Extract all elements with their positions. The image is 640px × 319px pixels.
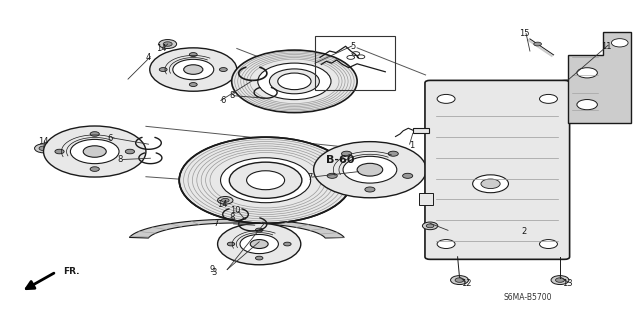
Circle shape xyxy=(422,222,438,230)
Circle shape xyxy=(388,151,398,156)
Circle shape xyxy=(250,240,268,249)
Text: S6MA-B5700: S6MA-B5700 xyxy=(504,293,552,302)
Polygon shape xyxy=(129,219,344,238)
Text: 11: 11 xyxy=(602,42,612,51)
Circle shape xyxy=(189,83,197,86)
Circle shape xyxy=(540,94,557,103)
Text: 12: 12 xyxy=(461,279,471,288)
Text: 14: 14 xyxy=(218,200,228,209)
Circle shape xyxy=(232,50,357,113)
Circle shape xyxy=(184,65,203,74)
Text: 8: 8 xyxy=(118,155,123,164)
Text: 3: 3 xyxy=(212,268,217,277)
Circle shape xyxy=(342,151,351,156)
Circle shape xyxy=(611,39,628,47)
Circle shape xyxy=(245,170,286,190)
Text: 7: 7 xyxy=(307,173,312,182)
Circle shape xyxy=(284,242,291,246)
Circle shape xyxy=(451,276,468,285)
Text: 14: 14 xyxy=(156,44,166,53)
Circle shape xyxy=(150,48,237,91)
Circle shape xyxy=(159,68,167,71)
Polygon shape xyxy=(568,32,631,123)
Text: 8: 8 xyxy=(229,213,234,222)
Circle shape xyxy=(218,197,233,204)
Circle shape xyxy=(220,68,227,71)
Circle shape xyxy=(255,228,263,232)
Circle shape xyxy=(246,171,285,190)
Circle shape xyxy=(352,52,360,56)
Circle shape xyxy=(540,240,557,249)
Circle shape xyxy=(255,256,263,260)
Circle shape xyxy=(227,242,235,246)
Circle shape xyxy=(577,100,597,110)
Circle shape xyxy=(473,175,509,193)
Bar xyxy=(315,36,395,90)
Circle shape xyxy=(365,187,375,192)
Circle shape xyxy=(314,142,426,198)
Circle shape xyxy=(70,139,119,164)
Circle shape xyxy=(437,94,455,103)
Text: B-60: B-60 xyxy=(326,155,355,165)
Text: 1: 1 xyxy=(409,141,414,150)
Circle shape xyxy=(403,173,413,178)
Circle shape xyxy=(90,132,99,136)
Circle shape xyxy=(55,149,64,154)
Circle shape xyxy=(534,42,541,46)
Circle shape xyxy=(235,165,296,196)
Circle shape xyxy=(39,146,48,151)
Text: 8: 8 xyxy=(229,91,234,100)
Circle shape xyxy=(240,234,278,254)
Circle shape xyxy=(426,224,434,228)
Text: 10: 10 xyxy=(230,206,241,215)
Text: 9: 9 xyxy=(210,265,215,274)
Text: 7: 7 xyxy=(214,219,219,228)
Text: 13: 13 xyxy=(562,279,572,288)
Circle shape xyxy=(278,73,311,90)
Circle shape xyxy=(44,126,146,177)
Circle shape xyxy=(357,163,383,176)
Circle shape xyxy=(437,240,455,249)
Circle shape xyxy=(269,69,319,94)
Circle shape xyxy=(159,40,177,48)
Text: 2: 2 xyxy=(521,227,526,236)
Circle shape xyxy=(179,137,352,223)
Circle shape xyxy=(556,278,564,282)
Text: 14: 14 xyxy=(38,137,49,146)
Bar xyxy=(413,128,429,133)
Circle shape xyxy=(221,198,229,202)
Circle shape xyxy=(125,149,134,154)
FancyBboxPatch shape xyxy=(425,80,570,259)
Circle shape xyxy=(343,156,397,183)
Circle shape xyxy=(481,179,500,189)
Circle shape xyxy=(189,53,197,56)
Circle shape xyxy=(347,56,355,59)
Circle shape xyxy=(218,223,301,265)
Text: 15: 15 xyxy=(520,29,530,38)
Text: 6: 6 xyxy=(108,134,113,143)
Circle shape xyxy=(221,158,310,203)
Circle shape xyxy=(229,162,302,198)
Circle shape xyxy=(258,63,331,100)
Circle shape xyxy=(35,144,52,153)
Circle shape xyxy=(83,146,106,157)
Circle shape xyxy=(551,276,569,285)
Circle shape xyxy=(455,278,464,282)
Text: 6: 6 xyxy=(220,96,225,105)
Circle shape xyxy=(90,167,99,171)
Circle shape xyxy=(163,42,172,46)
Circle shape xyxy=(577,68,597,78)
Circle shape xyxy=(357,55,365,59)
Circle shape xyxy=(173,59,214,80)
Bar xyxy=(419,193,433,205)
Text: FR.: FR. xyxy=(63,267,79,276)
Circle shape xyxy=(327,173,337,178)
Text: 4: 4 xyxy=(146,53,151,62)
Text: 5: 5 xyxy=(351,42,356,51)
